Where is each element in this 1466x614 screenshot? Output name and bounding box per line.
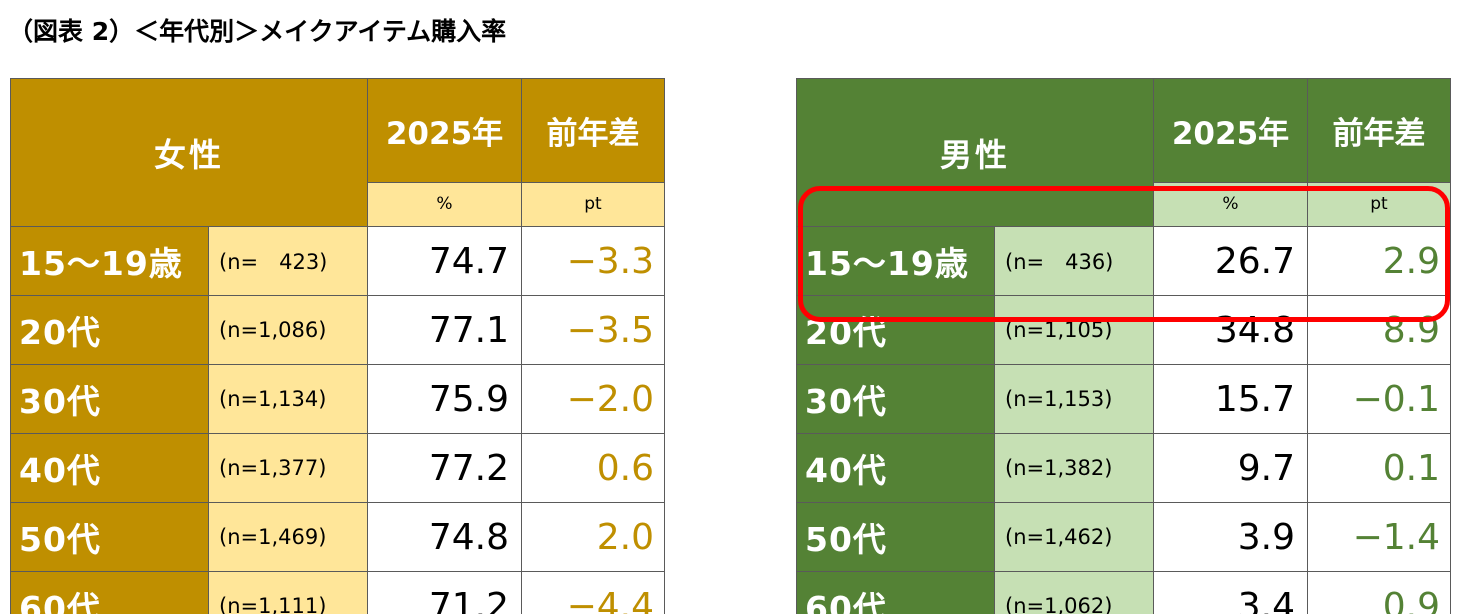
rate-value: 3.9 <box>1153 502 1308 572</box>
female-unit-pt: pt <box>521 181 665 228</box>
female-year-header: 2025年 <box>367 78 522 183</box>
sample-size: (n=1,111) <box>208 571 368 614</box>
age-label: 30代 <box>796 364 995 434</box>
age-label: 30代 <box>10 364 209 434</box>
rate-value: 3.4 <box>1153 571 1308 614</box>
age-label: 20代 <box>10 295 209 365</box>
age-label: 60代 <box>10 571 209 614</box>
sample-size: (n=1,469) <box>208 502 368 572</box>
sample-size: (n=1,462) <box>994 502 1154 572</box>
age-label: 50代 <box>796 502 995 572</box>
table-row: 50代 (n=1,469) 74.8 2.0 <box>10 502 665 572</box>
female-group-header: 女性 <box>10 78 368 227</box>
sample-size: (n=1,134) <box>208 364 368 434</box>
age-label: 40代 <box>10 433 209 503</box>
sample-size: (n=1,062) <box>994 571 1154 614</box>
rate-value: 77.1 <box>367 295 522 365</box>
table-row: 15～19歳 (n= 423) 74.7 −3.3 <box>10 226 665 296</box>
diff-value: 2.9 <box>1307 226 1451 296</box>
diff-value: 0.1 <box>1307 433 1451 503</box>
rate-value: 75.9 <box>367 364 522 434</box>
male-table: 男性 2025年 前年差 % pt 15～19歳 (n= 436) 26.7 2… <box>796 78 1451 614</box>
female-diff-header: 前年差 <box>521 78 665 183</box>
table-row: 20代 (n=1,086) 77.1 −3.5 <box>10 295 665 365</box>
table-row: 60代 (n=1,062) 3.4 0.9 <box>796 571 1451 614</box>
sample-size: (n=1,105) <box>994 295 1154 365</box>
male-diff-header: 前年差 <box>1307 78 1451 183</box>
table-row: 15～19歳 (n= 436) 26.7 2.9 <box>796 226 1451 296</box>
diff-value: −0.1 <box>1307 364 1451 434</box>
rate-value: 74.8 <box>367 502 522 572</box>
age-label: 60代 <box>796 571 995 614</box>
age-label: 15～19歳 <box>10 226 209 296</box>
diff-value: 0.6 <box>521 433 665 503</box>
age-label: 15～19歳 <box>796 226 995 296</box>
rate-value: 26.7 <box>1153 226 1308 296</box>
rate-value: 74.7 <box>367 226 522 296</box>
diff-value: −3.5 <box>521 295 665 365</box>
rate-value: 34.8 <box>1153 295 1308 365</box>
male-year-header: 2025年 <box>1153 78 1308 183</box>
table-row: 40代 (n=1,377) 77.2 0.6 <box>10 433 665 503</box>
female-unit-percent: % <box>367 181 522 228</box>
diff-value: −4.4 <box>521 571 665 614</box>
sample-size: (n= 423) <box>208 226 368 296</box>
diff-value: 8.9 <box>1307 295 1451 365</box>
sample-size: (n=1,086) <box>208 295 368 365</box>
table-row: 50代 (n=1,462) 3.9 −1.4 <box>796 502 1451 572</box>
rate-value: 15.7 <box>1153 364 1308 434</box>
diff-value: 0.9 <box>1307 571 1451 614</box>
diff-value: −3.3 <box>521 226 665 296</box>
table-row: 30代 (n=1,153) 15.7 −0.1 <box>796 364 1451 434</box>
table-row: 20代 (n=1,105) 34.8 8.9 <box>796 295 1451 365</box>
table-row: 40代 (n=1,382) 9.7 0.1 <box>796 433 1451 503</box>
female-table: 女性 2025年 前年差 % pt 15～19歳 (n= 423) 74.7 −… <box>10 78 665 614</box>
diff-value: −1.4 <box>1307 502 1451 572</box>
male-group-header: 男性 <box>796 78 1154 227</box>
age-label: 50代 <box>10 502 209 572</box>
age-label: 20代 <box>796 295 995 365</box>
age-label: 40代 <box>796 433 995 503</box>
sample-size: (n=1,377) <box>208 433 368 503</box>
sample-size: (n=1,153) <box>994 364 1154 434</box>
rate-value: 9.7 <box>1153 433 1308 503</box>
male-unit-percent: % <box>1153 181 1308 228</box>
rate-value: 71.2 <box>367 571 522 614</box>
male-unit-pt: pt <box>1307 181 1451 228</box>
diff-value: −2.0 <box>521 364 665 434</box>
table-row: 60代 (n=1,111) 71.2 −4.4 <box>10 571 665 614</box>
diff-value: 2.0 <box>521 502 665 572</box>
sample-size: (n= 436) <box>994 226 1154 296</box>
page-title: （図表 2）＜年代別＞メイクアイテム購入率 <box>8 17 507 46</box>
sample-size: (n=1,382) <box>994 433 1154 503</box>
table-row: 30代 (n=1,134) 75.9 −2.0 <box>10 364 665 434</box>
rate-value: 77.2 <box>367 433 522 503</box>
